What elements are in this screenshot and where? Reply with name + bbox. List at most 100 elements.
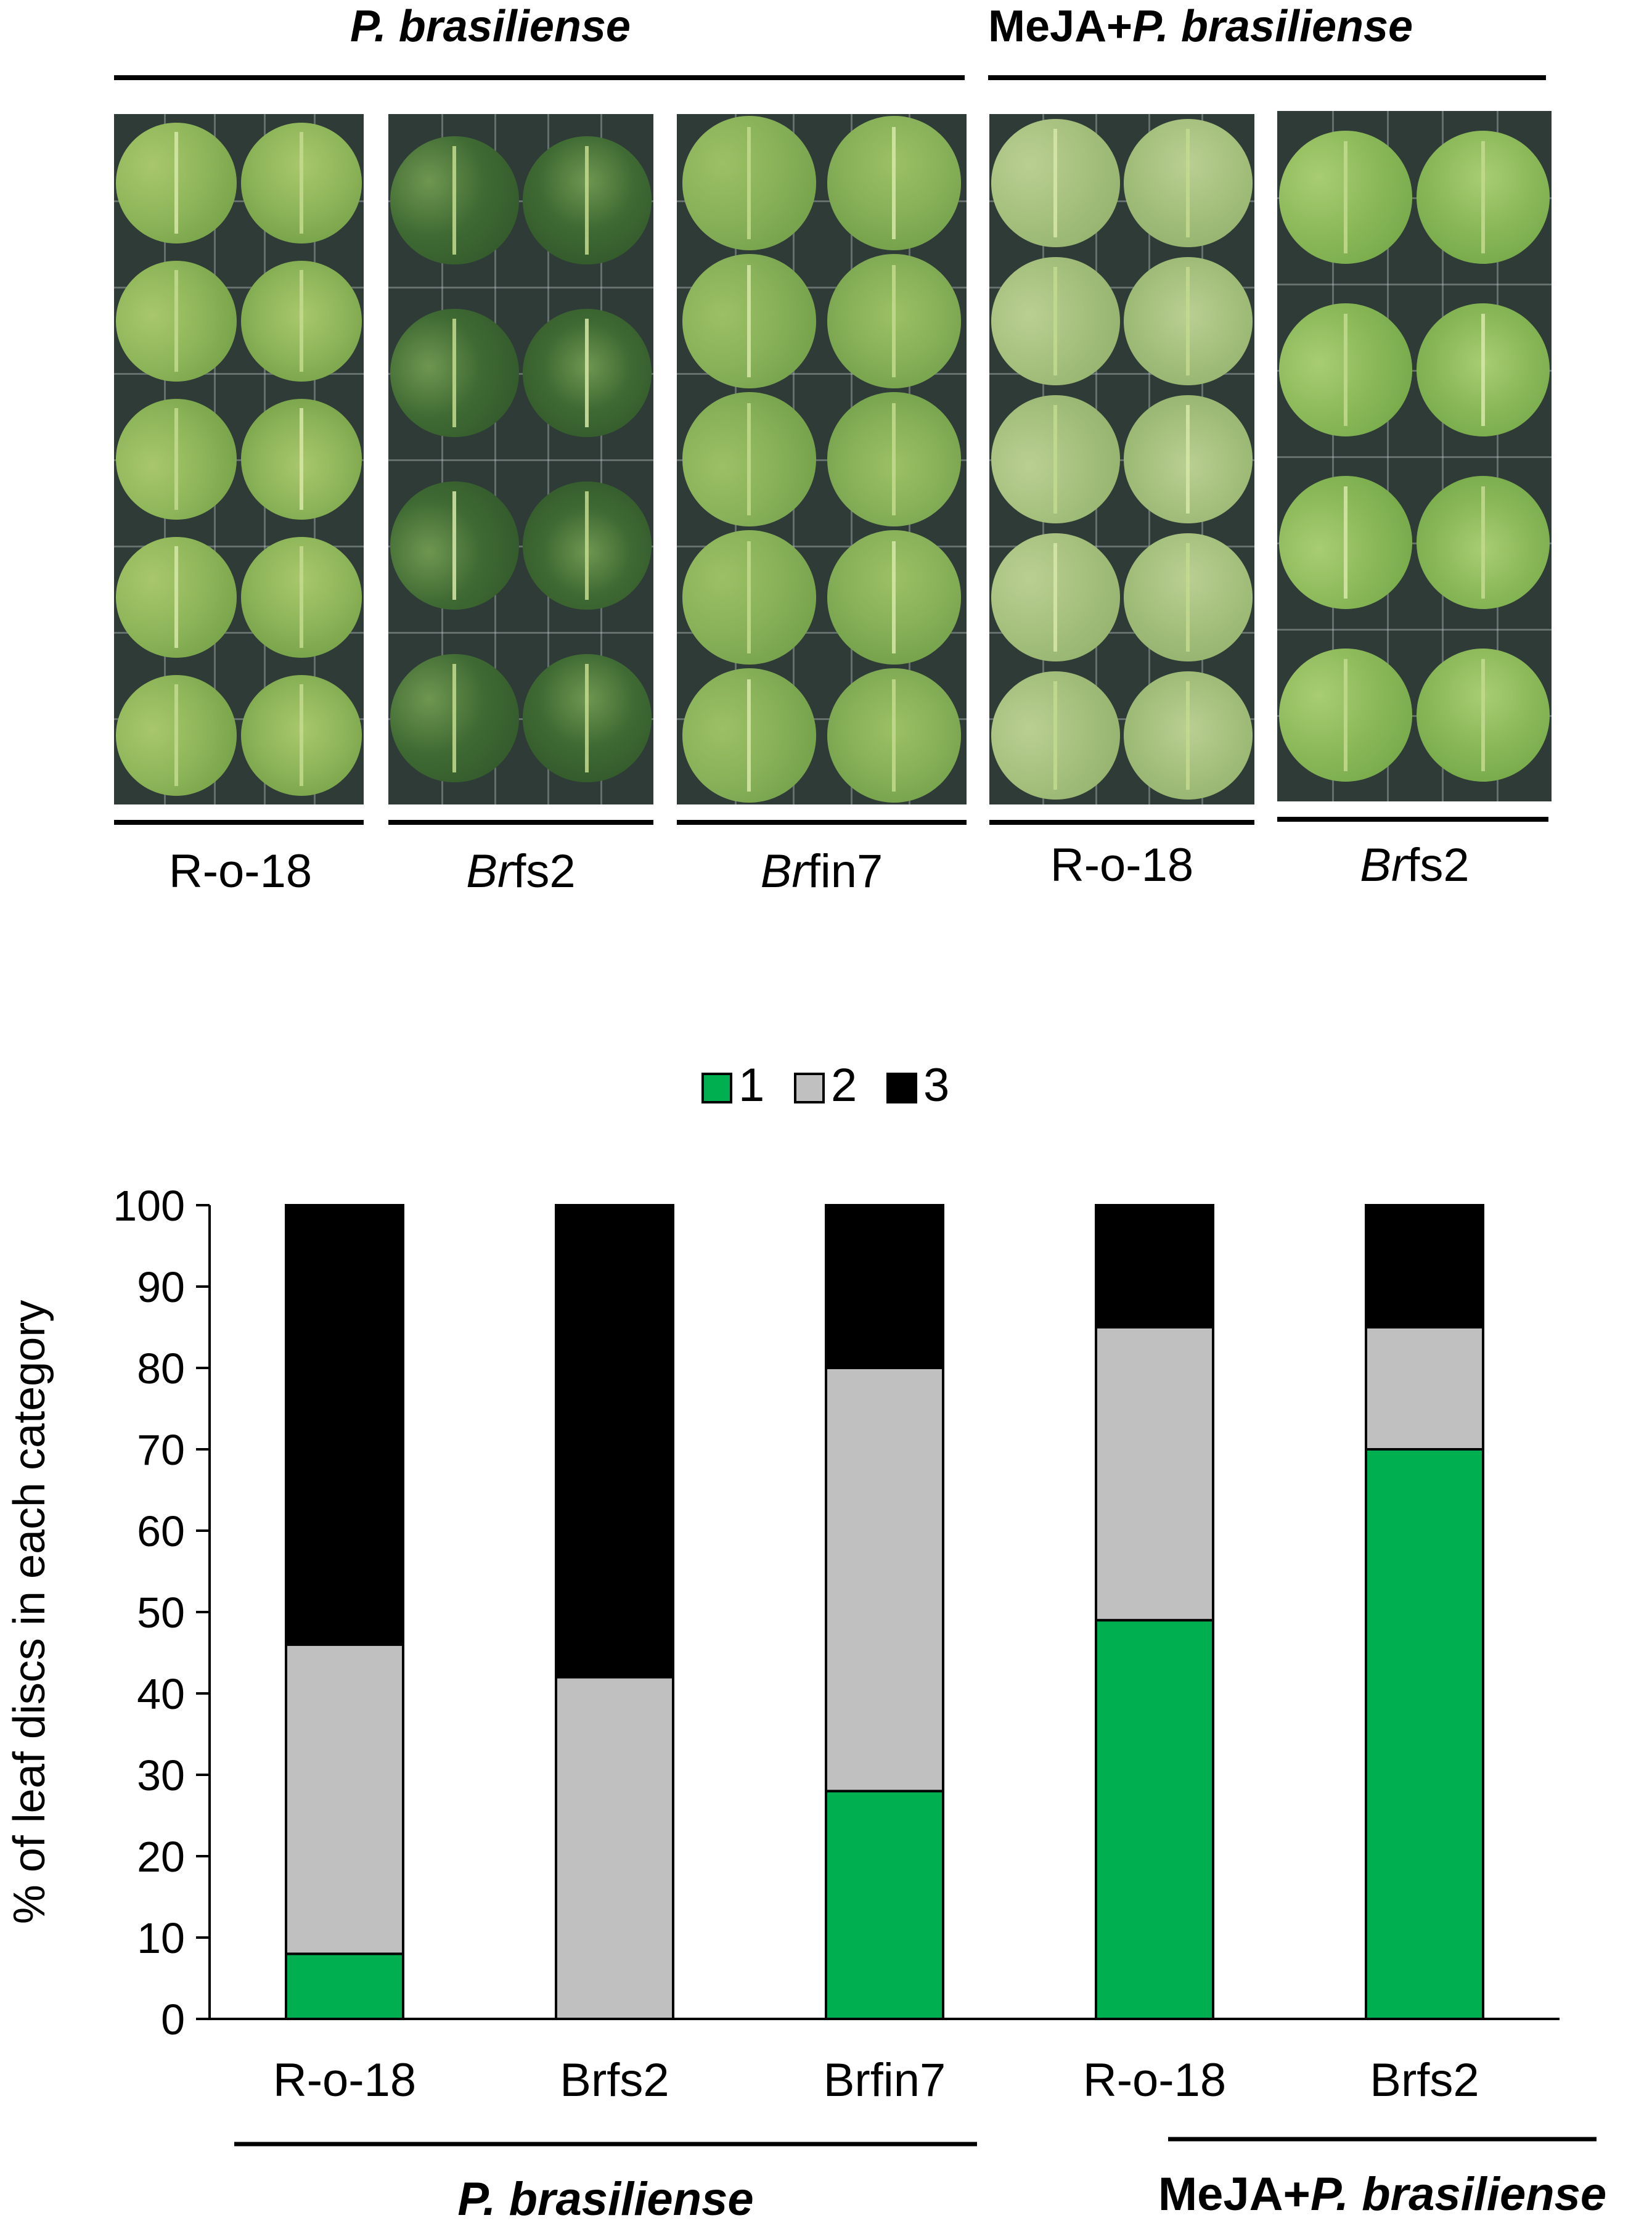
leaf-disc xyxy=(682,254,817,388)
y-tick-label: 40 xyxy=(137,1670,185,1718)
y-tick-label: 30 xyxy=(137,1751,185,1799)
leaf-disc xyxy=(240,398,362,520)
leaf-disc xyxy=(991,256,1120,386)
x-tick-label: R-o-18 xyxy=(1083,2054,1226,2106)
y-tick-label: 90 xyxy=(137,1263,185,1311)
y-tick-label: 80 xyxy=(137,1345,185,1393)
leaf-disc xyxy=(1124,533,1253,662)
legend-swatch-2 xyxy=(794,1073,825,1103)
leaf-disc xyxy=(1279,131,1413,264)
photo-group-rule-meja xyxy=(988,75,1546,80)
leaf-disc xyxy=(827,392,962,526)
bar-segment-3-1 xyxy=(285,1204,404,1646)
stacked-bar-chart: 0 10 20 30 40 50 60 70 80 90 100 % of leaf discs in… xyxy=(5,1059,1606,2225)
panel-rule-2 xyxy=(388,820,653,825)
photo-panel-1 xyxy=(114,114,364,804)
leaf-disc xyxy=(523,481,652,610)
leaf-disc xyxy=(1124,671,1253,800)
leaf-disc xyxy=(682,530,817,665)
y-tick-label: 60 xyxy=(137,1507,185,1555)
panel-label-2: Brfs2 xyxy=(466,845,576,898)
photo-group-rule-pb xyxy=(114,75,965,80)
panel-label-5: Brfs2 xyxy=(1360,839,1470,891)
leaf-disc xyxy=(240,260,362,382)
leaf-disc xyxy=(240,536,362,658)
photo-group-header-pb: P. brasiliense xyxy=(350,2,631,51)
bar-segment-3-5 xyxy=(1365,1204,1484,1328)
leaf-disc xyxy=(116,674,237,796)
leaf-disc xyxy=(827,254,962,388)
photo-panel-5 xyxy=(1277,111,1552,801)
bar-segment-1-5 xyxy=(1365,1448,1484,2020)
leaf-disc xyxy=(390,136,519,265)
leaf-disc xyxy=(523,653,652,783)
bar-segment-2-4 xyxy=(1095,1326,1214,1622)
bar-segment-2-5 xyxy=(1365,1326,1484,1451)
bar-segment-3-2 xyxy=(555,1204,674,1679)
leaf-disc xyxy=(116,398,237,520)
leaf-disc xyxy=(523,136,652,265)
panel-rule-4 xyxy=(989,820,1254,825)
bar-segment-2-3 xyxy=(825,1367,944,1793)
bar-segment-1-1 xyxy=(285,1952,404,2021)
y-tick-label: 20 xyxy=(137,1833,185,1881)
leaf-disc xyxy=(991,533,1120,662)
legend-label-2: 2 xyxy=(831,1059,857,1111)
panel-rule-5 xyxy=(1277,817,1548,822)
x-tick-label: Brfs2 xyxy=(560,2054,669,2106)
photo-group-header-meja: MeJA+P. brasiliense xyxy=(988,2,1413,51)
group-label-2: MeJA+P. brasiliense xyxy=(1158,2168,1606,2221)
leaf-disc xyxy=(116,260,237,382)
leaf-disc xyxy=(682,392,817,526)
photo-panel-4 xyxy=(989,114,1254,804)
leaf-disc xyxy=(390,308,519,438)
legend-label-3: 3 xyxy=(923,1059,949,1111)
leaf-disc xyxy=(240,122,362,244)
x-tick-label: Brfs2 xyxy=(1370,2054,1479,2106)
y-tick-label: 10 xyxy=(137,1914,185,1962)
photo-panel-3 xyxy=(677,114,967,804)
leaf-disc xyxy=(1124,118,1253,248)
panel-label-1: R-o-18 xyxy=(168,845,313,898)
bar-segment-3-3 xyxy=(825,1204,944,1369)
y-tick-label: 0 xyxy=(161,1995,185,2044)
leaf-disc xyxy=(1124,256,1253,386)
y-tick-label: 100 xyxy=(113,1182,185,1230)
legend-label-1: 1 xyxy=(738,1059,764,1111)
y-tick-label: 50 xyxy=(137,1589,185,1637)
leaf-disc xyxy=(991,118,1120,248)
leaf-disc xyxy=(1124,395,1253,524)
group-label-1: P. brasiliense xyxy=(457,2173,753,2225)
leaf-disc xyxy=(827,668,962,803)
leaf-disc xyxy=(1279,303,1413,436)
leaf-disc xyxy=(1416,649,1550,782)
bar-segment-1-3 xyxy=(825,1790,944,2021)
y-axis-label: % of leaf discs in each category xyxy=(5,1300,54,1925)
photo-panel-2 xyxy=(388,114,653,804)
leaf-disc xyxy=(682,116,817,250)
leaf-disc xyxy=(390,481,519,610)
legend-swatch-1 xyxy=(701,1073,732,1103)
leaf-disc xyxy=(1279,649,1413,782)
leaf-disc xyxy=(682,668,817,803)
panel-label-4: R-o-18 xyxy=(1050,839,1194,891)
panel-rule-1 xyxy=(114,820,364,825)
leaf-disc xyxy=(827,116,962,250)
leaf-disc xyxy=(1416,476,1550,609)
leaf-disc xyxy=(116,122,237,244)
leaf-disc xyxy=(1279,476,1413,609)
leaf-disc xyxy=(1416,303,1550,436)
y-tick-label: 70 xyxy=(137,1426,185,1474)
x-tick-label: R-o-18 xyxy=(273,2054,416,2106)
legend-swatch-3 xyxy=(886,1073,917,1103)
panel-label-3: Brfin7 xyxy=(760,845,883,898)
x-tick-label: Brfin7 xyxy=(824,2054,946,2106)
leaf-disc xyxy=(827,530,962,665)
bar-segment-2-1 xyxy=(285,1643,404,1955)
bar-segment-1-4 xyxy=(1095,1619,1214,2020)
leaf-disc xyxy=(1416,131,1550,264)
leaf-disc xyxy=(390,653,519,783)
leaf-disc xyxy=(991,671,1120,800)
leaf-disc xyxy=(991,395,1120,524)
panel-rule-3 xyxy=(677,820,967,825)
